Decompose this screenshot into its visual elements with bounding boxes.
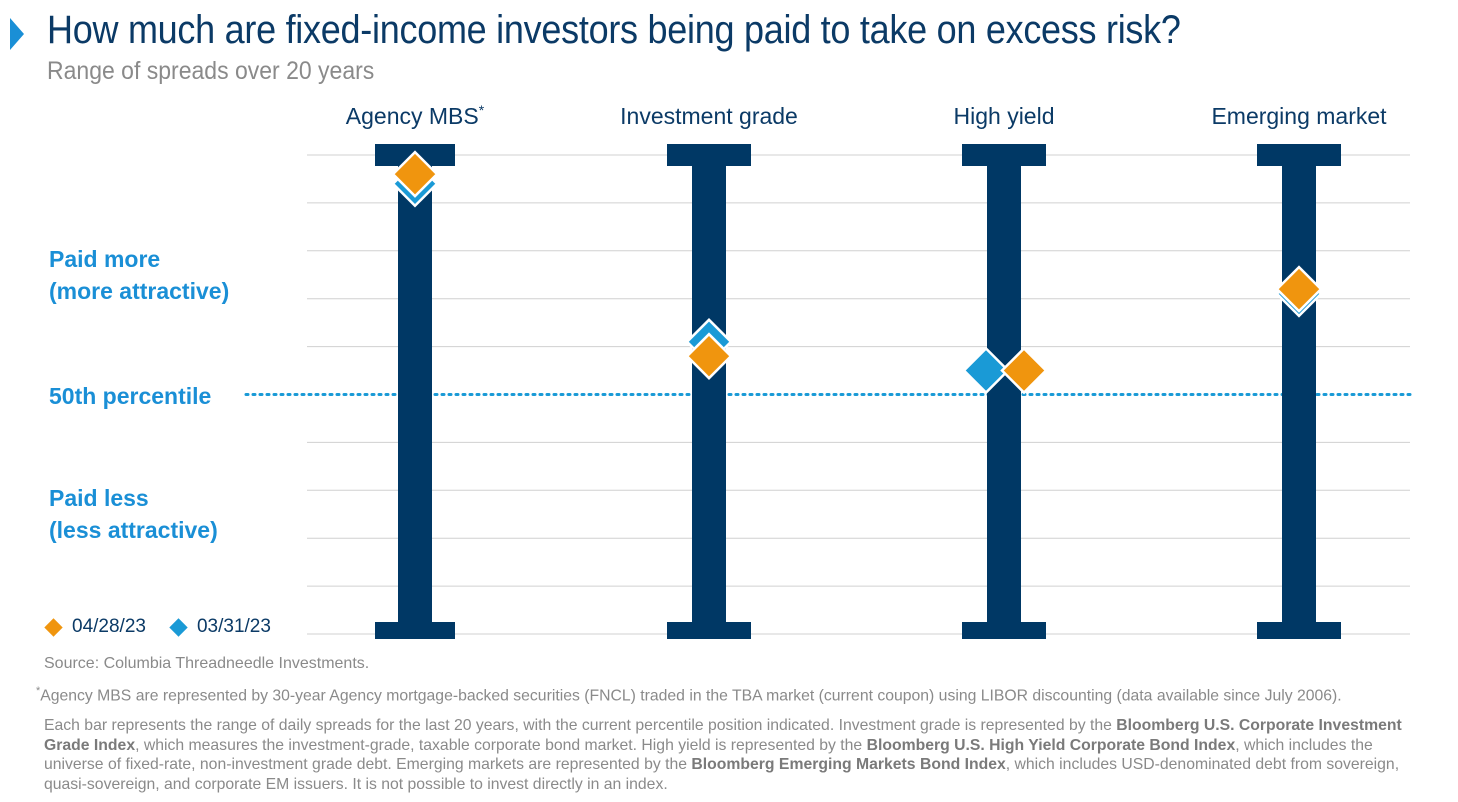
range-bar-bottom-cap <box>375 622 455 639</box>
note-part: Bloomberg Emerging Markets Bond Index <box>691 756 1006 773</box>
footnote-text: Agency MBS are represented by 30-year Ag… <box>40 687 1342 705</box>
range-chart: Agency MBS* Investment grade High yield Eme… <box>244 102 1412 639</box>
current-marker <box>391 150 439 198</box>
prior-marker <box>962 346 1010 395</box>
category-label: Investment grade <box>620 103 798 129</box>
note-part: Bloomberg U.S. Corporate Investment Grad… <box>44 717 1402 754</box>
category-label: Emerging market <box>1211 103 1387 129</box>
note-part: , which includes USD-denominated debt fr… <box>44 756 1400 793</box>
range-bar-bottom-cap <box>1257 622 1341 639</box>
legend-label-prior: 03/31/23 <box>196 616 271 637</box>
category-label: Agency MBS* <box>346 102 485 129</box>
note-part: Bloomberg U.S. High Yield Corporate Bond… <box>866 736 1236 754</box>
note-part: , which measures the investment-grade, t… <box>135 736 867 754</box>
range-bar-stem <box>987 144 1021 638</box>
legend-item-current: 04/28/23 <box>44 616 146 638</box>
legend: 04/28/23 03/31/23 <box>44 616 297 638</box>
current-marker <box>685 332 733 380</box>
range-bar-stem <box>1282 144 1316 638</box>
blue-diamond-icon <box>169 617 188 637</box>
range-bar-stem <box>692 144 726 638</box>
footnote-marker: * <box>36 685 41 697</box>
legend-label-current: 04/28/23 <box>72 616 146 637</box>
fiftieth-percentile-label: 50th percentile <box>49 383 212 409</box>
range-bar-top-cap <box>962 144 1046 166</box>
chart-title: How much are fixed-income investors bein… <box>47 8 1181 52</box>
methodology-note: Each bar represents the range of daily s… <box>44 716 1403 794</box>
range-bar-stem <box>398 144 432 638</box>
range-bar-bottom-cap <box>962 622 1046 639</box>
current-marker <box>1275 265 1323 313</box>
legend-item-prior: 03/31/23 <box>169 616 271 638</box>
mbs-footnote: *Agency MBS are represented by 30-year A… <box>36 685 1342 705</box>
category-superscript: * <box>479 102 485 118</box>
range-bar-top-cap <box>1257 144 1341 166</box>
chart-subtitle: Range of spreads over 20 years <box>47 57 375 85</box>
range-bar-top-cap <box>667 144 751 166</box>
title-arrow-icon <box>10 18 24 50</box>
category-label: High yield <box>954 103 1055 129</box>
source-note: Source: Columbia Threadneedle Investment… <box>44 655 370 672</box>
orange-diamond-icon <box>44 617 63 637</box>
paid-less-label: Paid less (less attractive) <box>49 485 218 543</box>
note-part: Each bar represents the range of daily s… <box>44 717 1117 734</box>
note-part: , which includes the universe of fixed-r… <box>44 736 1373 774</box>
range-bar-bottom-cap <box>667 622 751 639</box>
current-marker <box>1000 346 1048 395</box>
paid-more-label: Paid more (more attractive) <box>49 246 230 304</box>
